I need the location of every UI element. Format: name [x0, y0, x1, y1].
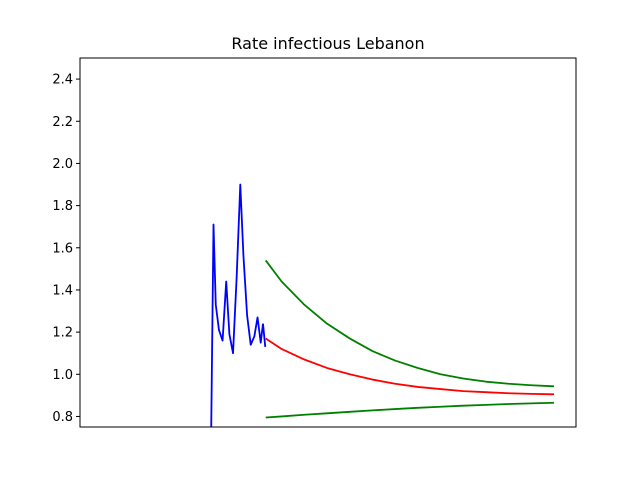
- y-tick-label: 2.0: [52, 157, 73, 172]
- y-tick-label: 1.4: [52, 283, 73, 298]
- series-line-4: [264, 259, 555, 388]
- chart-title: Rate infectious Lebanon: [231, 34, 424, 53]
- series-line-3: [265, 337, 555, 396]
- y-tick-label: 0.8: [52, 410, 73, 425]
- y-tick-label: 1.8: [52, 199, 73, 214]
- series-line-1: [210, 183, 264, 427]
- series-line-5: [265, 401, 555, 419]
- y-tick-label: 2.2: [52, 115, 73, 130]
- y-axis: 0.8 1.0 1.2 1.4 1.6 1.8 2.0 2.2 2.4: [52, 73, 80, 425]
- plot-frame: [79, 57, 577, 428]
- series-line-2: [262, 323, 267, 347]
- y-tick-label: 1.6: [52, 241, 73, 256]
- y-tick-label: 1.0: [52, 368, 73, 383]
- y-tick-label: 1.2: [52, 326, 73, 341]
- series-layer: [210, 183, 555, 427]
- y-tick-label: 2.4: [52, 73, 73, 88]
